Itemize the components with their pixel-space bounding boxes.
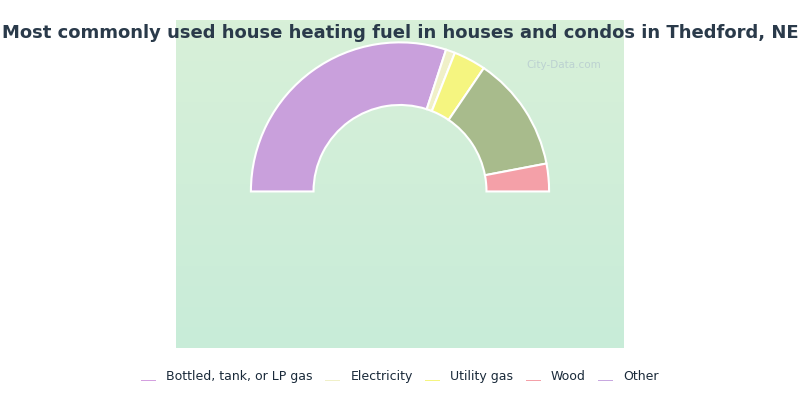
Wedge shape bbox=[251, 42, 446, 192]
Legend: Bottled, tank, or LP gas, Electricity, Utility gas, Wood, Other: Bottled, tank, or LP gas, Electricity, U… bbox=[138, 366, 662, 387]
Text: Most commonly used house heating fuel in houses and condos in Thedford, NE: Most commonly used house heating fuel in… bbox=[2, 24, 798, 42]
Wedge shape bbox=[485, 164, 549, 192]
Text: City-Data.com: City-Data.com bbox=[526, 60, 602, 70]
Wedge shape bbox=[449, 68, 546, 175]
Wedge shape bbox=[432, 53, 484, 120]
Wedge shape bbox=[426, 50, 455, 111]
